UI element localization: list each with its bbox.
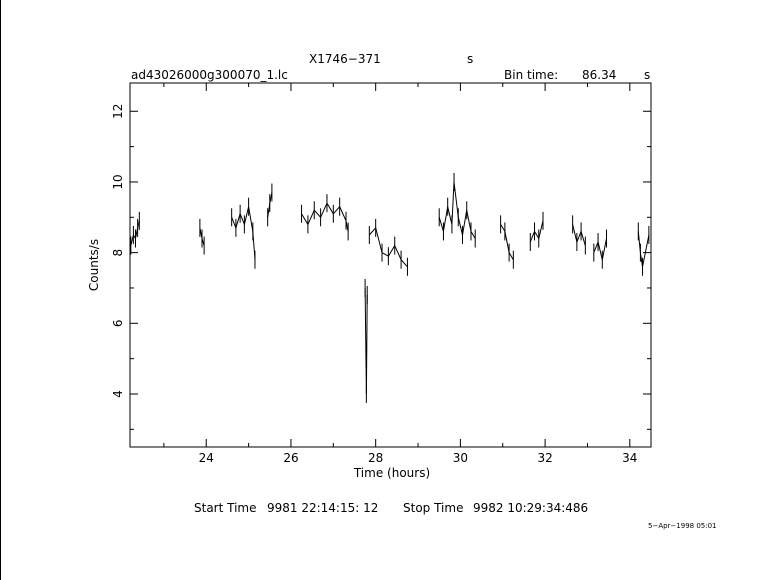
- lightcurve-segment: [231, 206, 256, 260]
- chart-title: X1746−371: [309, 52, 381, 66]
- y-tick-label: 12: [111, 104, 125, 119]
- start-time-value: 9981 22:14:15: 12: [267, 501, 379, 515]
- y-tick-label: 8: [111, 249, 125, 257]
- x-tick-label: 30: [453, 451, 468, 465]
- date-stamp: 5−Apr−1998 05:01: [648, 522, 717, 530]
- y-tick-label: 10: [111, 174, 125, 189]
- lightcurve-segment: [301, 202, 349, 232]
- bin-time-value: 86.34: [582, 68, 617, 82]
- lightcurve-segment: [572, 224, 586, 246]
- stop-time-label: Stop Time: [403, 501, 464, 515]
- y-tick-label: 4: [111, 390, 125, 398]
- x-tick-label: 32: [537, 451, 552, 465]
- bin-time-unit: s: [644, 68, 651, 82]
- lightcurve-segment: [529, 220, 544, 243]
- x-axis-label: Time (hours): [353, 466, 430, 480]
- file-name: ad43026000g300070_1.lc: [131, 68, 288, 82]
- lightcurve-segment: [593, 238, 607, 260]
- data-series: [130, 172, 650, 403]
- axis-ticks: 24 26 28 30 32 34 4 6 8 10 12: [111, 83, 651, 465]
- title-suffix: s: [467, 52, 474, 66]
- window-left-edge: [0, 0, 1, 580]
- lightcurve-segment: [438, 181, 476, 239]
- bin-time-label: Bin time:: [504, 68, 559, 82]
- y-axis-label: Counts/s: [87, 239, 101, 291]
- x-tick-label: 24: [199, 451, 214, 465]
- plot-frame: [129, 82, 652, 448]
- lightcurve-segment: [500, 224, 514, 260]
- y-tick-label: 6: [111, 319, 125, 327]
- stop-time-value: 9982 10:29:34:486: [473, 501, 589, 515]
- x-tick-label: 34: [622, 451, 637, 465]
- x-tick-label: 28: [368, 451, 383, 465]
- start-time-label: Start Time: [194, 501, 257, 515]
- x-tick-label: 26: [283, 451, 298, 465]
- lightcurve-segment: [637, 231, 650, 267]
